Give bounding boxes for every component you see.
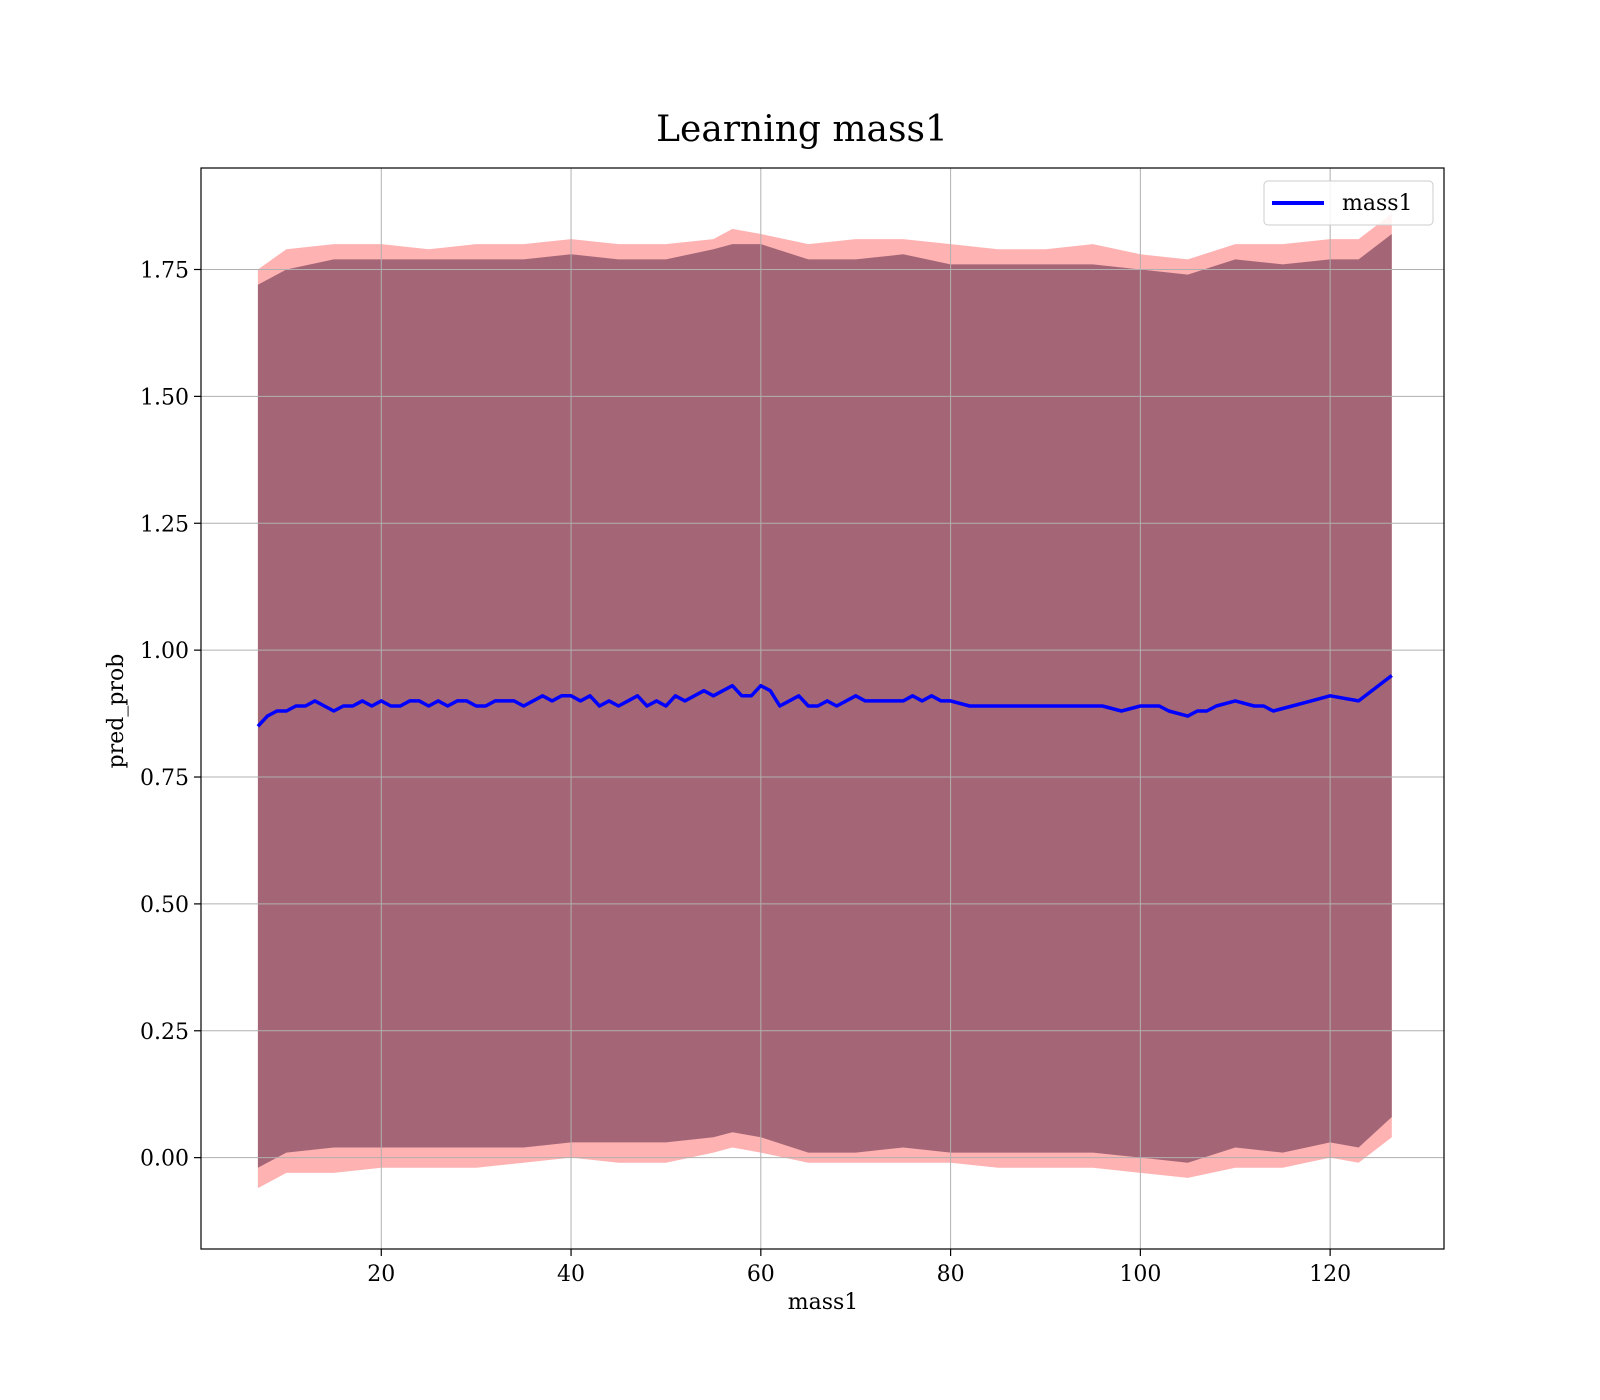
y-tick-label-6: 1.50 xyxy=(140,385,189,410)
plot-area: 20 40 60 80 100 120 0.00 0.25 0.50 0.75 1.00 1.25 1.… xyxy=(140,167,1445,1287)
x-tick-label-4: 100 xyxy=(1119,1262,1161,1287)
legend-frame xyxy=(1263,180,1434,226)
x-tick-label-0: 20 xyxy=(367,1262,395,1287)
legend: mass1 xyxy=(1263,180,1434,226)
y-tick-label-4: 1.00 xyxy=(140,639,189,664)
y-tick-label-5: 1.25 xyxy=(140,512,189,537)
x-tick-label-1: 40 xyxy=(557,1262,585,1287)
x-tick-label-2: 60 xyxy=(747,1262,775,1287)
y-tick-label-3: 0.75 xyxy=(140,766,189,791)
y-tick-label-1: 0.25 xyxy=(140,1020,189,1045)
y-tick-label-0: 0.00 xyxy=(140,1147,189,1172)
x-tick-label-3: 80 xyxy=(937,1262,965,1287)
x-tick-label-5: 120 xyxy=(1309,1262,1351,1287)
x-axis-label: mass1 xyxy=(788,1290,859,1315)
legend-label-mass1: mass1 xyxy=(1342,191,1413,216)
y-tick-label-7: 1.75 xyxy=(140,259,189,284)
y-axis-label: pred_prob xyxy=(104,654,129,769)
plot-frame xyxy=(200,167,1445,1250)
chart-title: Learning mass1 xyxy=(656,109,948,150)
series-line-mass1 xyxy=(256,674,1393,728)
y-tick-label-2: 0.50 xyxy=(140,893,189,918)
